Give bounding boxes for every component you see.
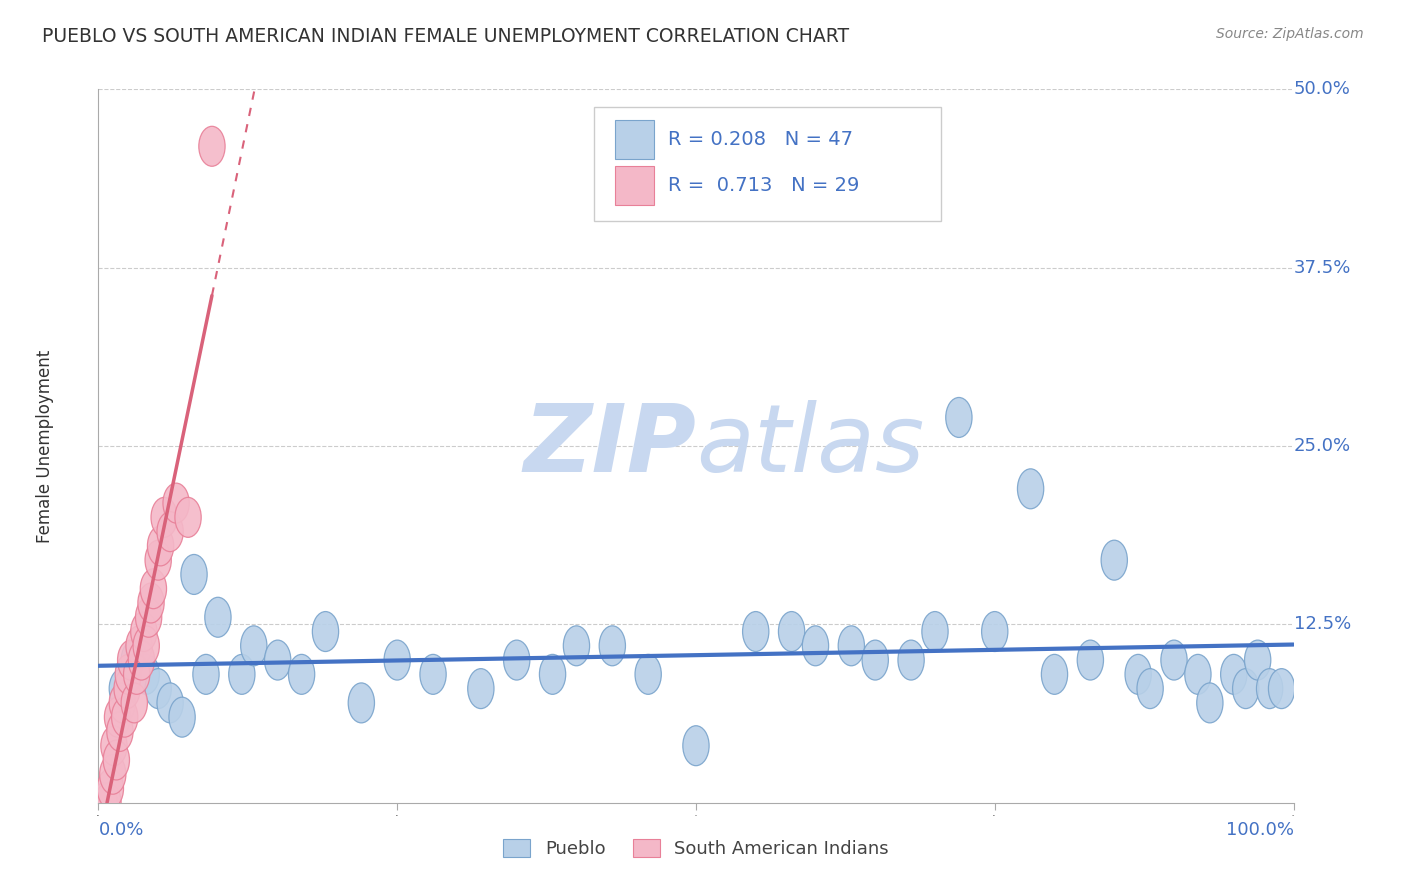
Text: R =  0.713   N = 29: R = 0.713 N = 29: [668, 176, 860, 195]
FancyBboxPatch shape: [614, 166, 654, 205]
Ellipse shape: [1042, 655, 1067, 694]
Ellipse shape: [1018, 469, 1043, 508]
Ellipse shape: [134, 655, 159, 694]
Ellipse shape: [503, 640, 530, 680]
Text: ZIP: ZIP: [523, 400, 696, 492]
Ellipse shape: [1233, 669, 1258, 708]
Ellipse shape: [205, 598, 231, 637]
Ellipse shape: [114, 669, 141, 708]
Ellipse shape: [103, 740, 129, 780]
Ellipse shape: [157, 683, 183, 723]
Ellipse shape: [94, 783, 121, 822]
Ellipse shape: [148, 526, 174, 566]
Ellipse shape: [124, 655, 150, 694]
Ellipse shape: [1077, 640, 1104, 680]
Ellipse shape: [110, 669, 135, 708]
Ellipse shape: [145, 669, 172, 708]
Ellipse shape: [145, 541, 172, 580]
Ellipse shape: [101, 726, 127, 765]
Ellipse shape: [349, 683, 374, 723]
Text: Female Unemployment: Female Unemployment: [35, 350, 53, 542]
Ellipse shape: [1197, 683, 1223, 723]
Ellipse shape: [229, 655, 254, 694]
Ellipse shape: [138, 583, 165, 623]
Ellipse shape: [104, 698, 131, 737]
Ellipse shape: [636, 655, 661, 694]
Text: 50.0%: 50.0%: [1294, 80, 1350, 98]
Ellipse shape: [384, 640, 411, 680]
FancyBboxPatch shape: [595, 107, 941, 221]
Text: R = 0.208   N = 47: R = 0.208 N = 47: [668, 129, 853, 149]
Ellipse shape: [564, 626, 589, 665]
Ellipse shape: [131, 612, 157, 651]
Ellipse shape: [683, 726, 709, 765]
Ellipse shape: [134, 626, 159, 665]
Ellipse shape: [107, 712, 134, 751]
Ellipse shape: [121, 640, 148, 680]
Text: atlas: atlas: [696, 401, 924, 491]
Ellipse shape: [91, 783, 118, 822]
Ellipse shape: [1220, 655, 1247, 694]
Legend: Pueblo, South American Indians: Pueblo, South American Indians: [496, 831, 896, 865]
Text: 100.0%: 100.0%: [1226, 821, 1294, 838]
Text: 12.5%: 12.5%: [1294, 615, 1351, 633]
Ellipse shape: [121, 683, 148, 723]
Ellipse shape: [135, 598, 162, 637]
Ellipse shape: [468, 669, 494, 708]
Text: 25.0%: 25.0%: [1294, 437, 1351, 455]
Ellipse shape: [779, 612, 804, 651]
Ellipse shape: [312, 612, 339, 651]
Text: PUEBLO VS SOUTH AMERICAN INDIAN FEMALE UNEMPLOYMENT CORRELATION CHART: PUEBLO VS SOUTH AMERICAN INDIAN FEMALE U…: [42, 27, 849, 45]
Ellipse shape: [599, 626, 626, 665]
Ellipse shape: [898, 640, 924, 680]
Ellipse shape: [1137, 669, 1163, 708]
Ellipse shape: [540, 655, 565, 694]
Ellipse shape: [100, 755, 127, 794]
Ellipse shape: [118, 640, 143, 680]
Ellipse shape: [1101, 541, 1128, 580]
Ellipse shape: [174, 498, 201, 537]
Ellipse shape: [1244, 640, 1271, 680]
Ellipse shape: [181, 555, 207, 594]
Ellipse shape: [193, 655, 219, 694]
Text: Source: ZipAtlas.com: Source: ZipAtlas.com: [1216, 27, 1364, 41]
Ellipse shape: [946, 398, 972, 437]
Ellipse shape: [981, 612, 1008, 651]
Ellipse shape: [1125, 655, 1152, 694]
Ellipse shape: [141, 569, 166, 608]
Ellipse shape: [163, 483, 190, 523]
Ellipse shape: [862, 640, 889, 680]
Ellipse shape: [97, 769, 124, 808]
Ellipse shape: [150, 498, 177, 537]
Ellipse shape: [1161, 640, 1187, 680]
Ellipse shape: [922, 612, 948, 651]
Ellipse shape: [264, 640, 291, 680]
Ellipse shape: [110, 683, 135, 723]
FancyBboxPatch shape: [614, 120, 654, 159]
Ellipse shape: [127, 626, 152, 665]
Ellipse shape: [128, 640, 155, 680]
Ellipse shape: [838, 626, 865, 665]
Ellipse shape: [111, 698, 138, 737]
Ellipse shape: [1257, 669, 1282, 708]
Ellipse shape: [240, 626, 267, 665]
Ellipse shape: [742, 612, 769, 651]
Ellipse shape: [288, 655, 315, 694]
Ellipse shape: [157, 512, 183, 551]
Ellipse shape: [803, 626, 828, 665]
Ellipse shape: [1268, 669, 1295, 708]
Ellipse shape: [420, 655, 446, 694]
Ellipse shape: [115, 655, 142, 694]
Text: 37.5%: 37.5%: [1294, 259, 1351, 277]
Ellipse shape: [1185, 655, 1211, 694]
Ellipse shape: [198, 127, 225, 166]
Text: 0.0%: 0.0%: [98, 821, 143, 838]
Ellipse shape: [169, 698, 195, 737]
